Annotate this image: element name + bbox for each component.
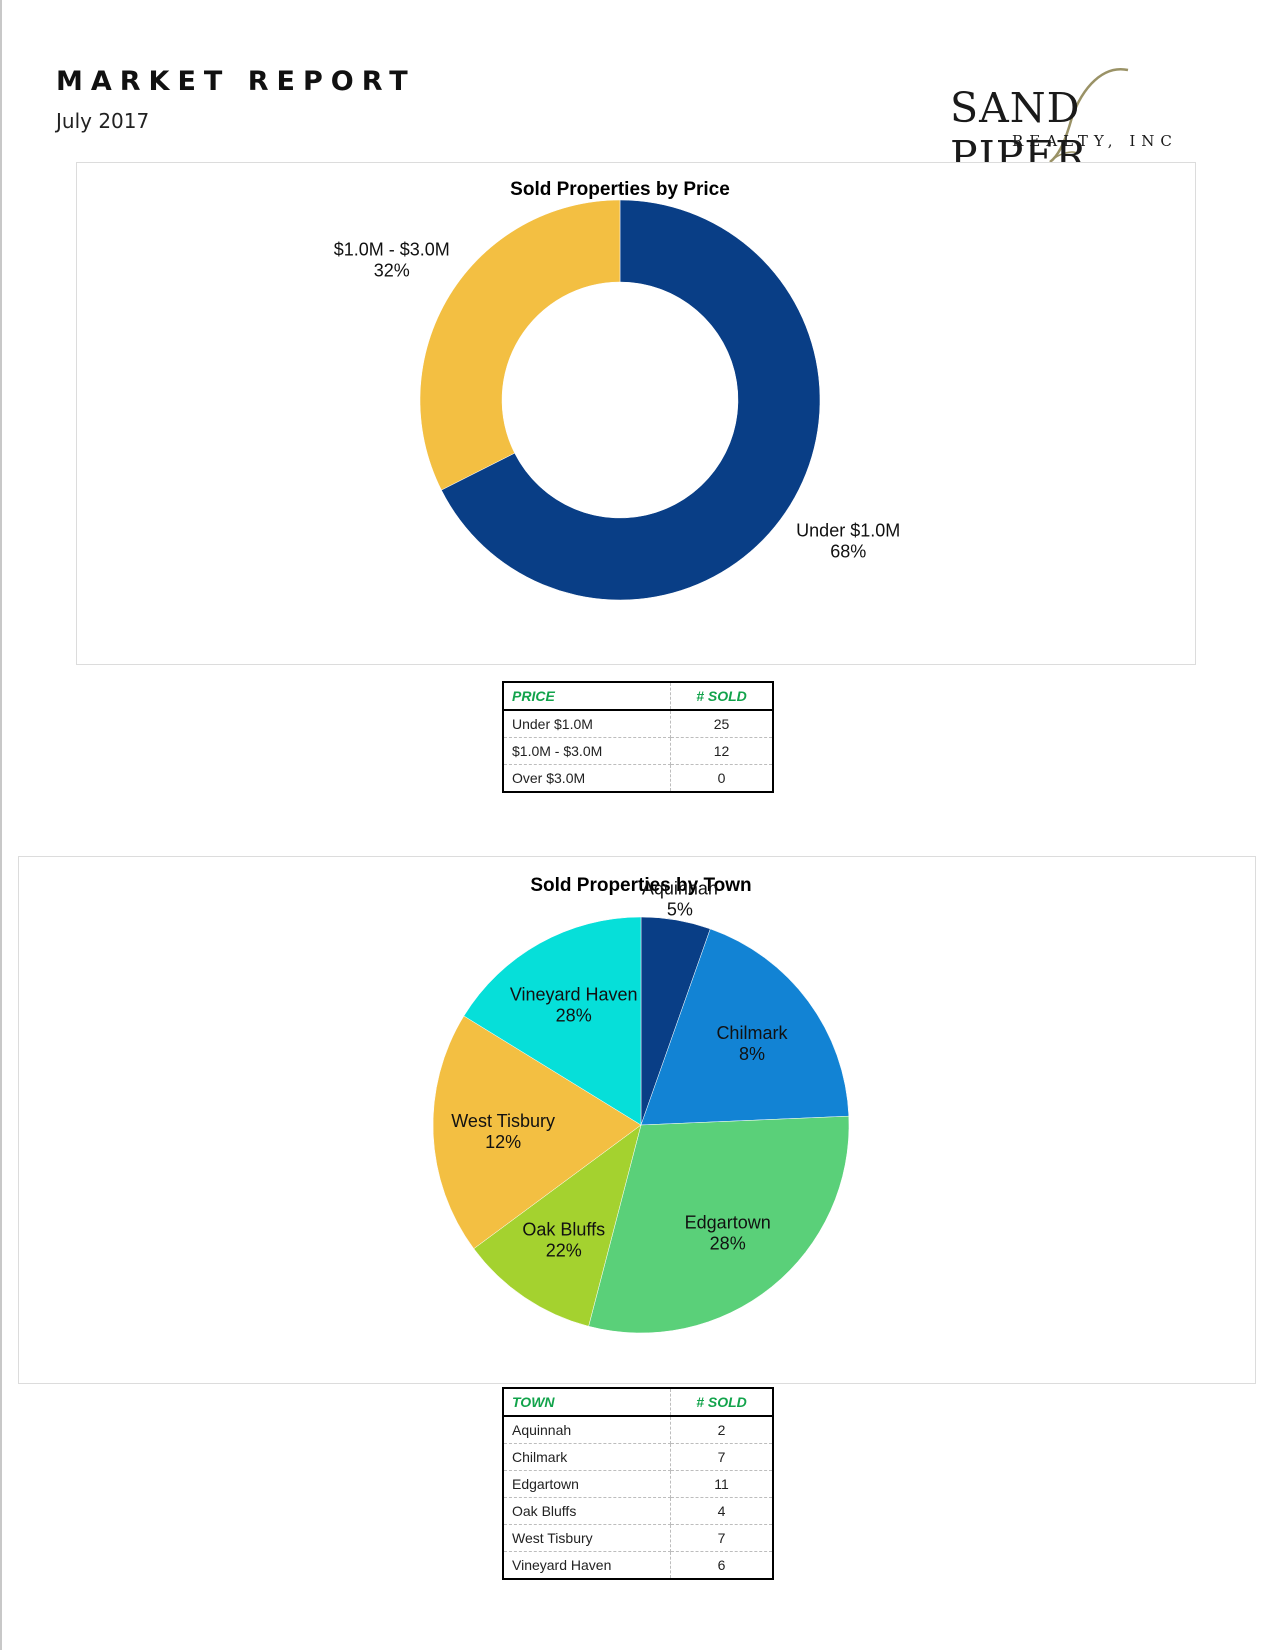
column-header-sold: # SOLD [670,1388,773,1417]
slice-under-1-0m [441,199,821,601]
table-row: Oak Bluffs 4 [503,1497,773,1525]
data-label-under-1-0m: Under $1.0M 68% [796,521,900,562]
logo-wordmark: SAND PIPER [950,84,1088,180]
town-name-cell: West Tisbury [503,1524,671,1552]
column-header-sold: # SOLD [670,682,773,711]
data-label-edgartown: Edgartown 28% [685,1212,771,1253]
data-label-oak-bluffs: Oak Bluffs 22% [522,1219,605,1260]
town-chart-panel: Sold Properties by Town Aquinnah 5% Chilmar… [18,856,1256,1384]
slice-vineyard-haven [463,916,642,1126]
town-name-cell: Edgartown [503,1470,671,1498]
data-label-1-0m-3-0m: $1.0M - $3.0M 32% [334,239,450,280]
sold-count-cell: 11 [670,1470,773,1498]
town-name-cell: Vineyard Haven [503,1551,671,1579]
price-table: PRICE # SOLD Under $1.0M 25 $1.0M - $3.0… [502,681,774,793]
slice-west-tisbury [432,1015,642,1250]
column-header-town: TOWN [503,1388,671,1417]
table-header-row: TOWN # SOLD [503,1388,773,1417]
sold-count-cell: 7 [670,1524,773,1552]
logo-swash-icon [1049,67,1129,163]
table-row: West Tisbury 7 [503,1524,773,1552]
chart-title: Sold Properties by Price [510,179,730,200]
page-left-border [0,0,2,1650]
report-date: July 2017 [56,109,150,133]
table-row: Aquinnah 2 [503,1416,773,1444]
table-row: Edgartown 11 [503,1470,773,1498]
slice-1-0m-3-0m [419,199,621,491]
data-label-chilmark: Chilmark 8% [716,1023,788,1064]
price-range-cell: Under $1.0M [503,710,671,738]
table-row: $1.0M - $3.0M 12 [503,737,773,765]
slice-chilmark [640,928,850,1126]
chart-title: Sold Properties by Town [530,875,751,896]
column-header-price: PRICE [503,682,671,711]
sold-count-cell: 4 [670,1497,773,1525]
data-label-aquinnah: Aquinnah 5% [642,878,718,919]
table-row: Chilmark 7 [503,1443,773,1471]
data-label-west-tisbury: West Tisbury 12% [451,1111,555,1152]
report-title: MARKET REPORT [56,66,416,97]
sold-count-cell: 0 [717,770,726,786]
town-name-cell: Chilmark [503,1443,671,1471]
logo-subtitle: REALTY, INC [1012,132,1178,150]
price-range-cell: $1.0M - $3.0M [503,737,671,765]
price-range-cell: Over $3.0M [503,764,671,792]
sold-count-cell: 2 [670,1416,773,1444]
price-donut-chart: Sold Properties by Price Under $1.0M 68% $1… [334,179,900,601]
town-name-cell: Oak Bluffs [503,1497,671,1525]
sold-count-cell: 12 [670,737,773,765]
sandpiper-logo: SAND PIPER REALTY, INC [950,64,1220,180]
table-header-row: PRICE # SOLD [503,682,773,711]
table-row: Under $1.0M 25 [503,710,773,738]
slice-edgartown [588,1115,850,1334]
sold-count-cell: 6 [717,1557,726,1573]
table-row: Over $3.0M 0 [503,764,773,792]
town-name-cell: Aquinnah [503,1416,671,1444]
table-row: Vineyard Haven 6 [503,1551,773,1579]
data-label-vineyard-haven: Vineyard Haven 28% [510,985,638,1026]
slice-oak-bluffs [473,1124,642,1327]
sold-count-cell: 7 [670,1443,773,1471]
town-table: TOWN # SOLD Aquinnah 2 Chilmark 7 Edgart… [502,1387,774,1580]
price-chart-panel: Sold Properties by Price Under $1.0M 68% $1… [76,162,1196,665]
sold-count-cell: 25 [670,710,773,738]
